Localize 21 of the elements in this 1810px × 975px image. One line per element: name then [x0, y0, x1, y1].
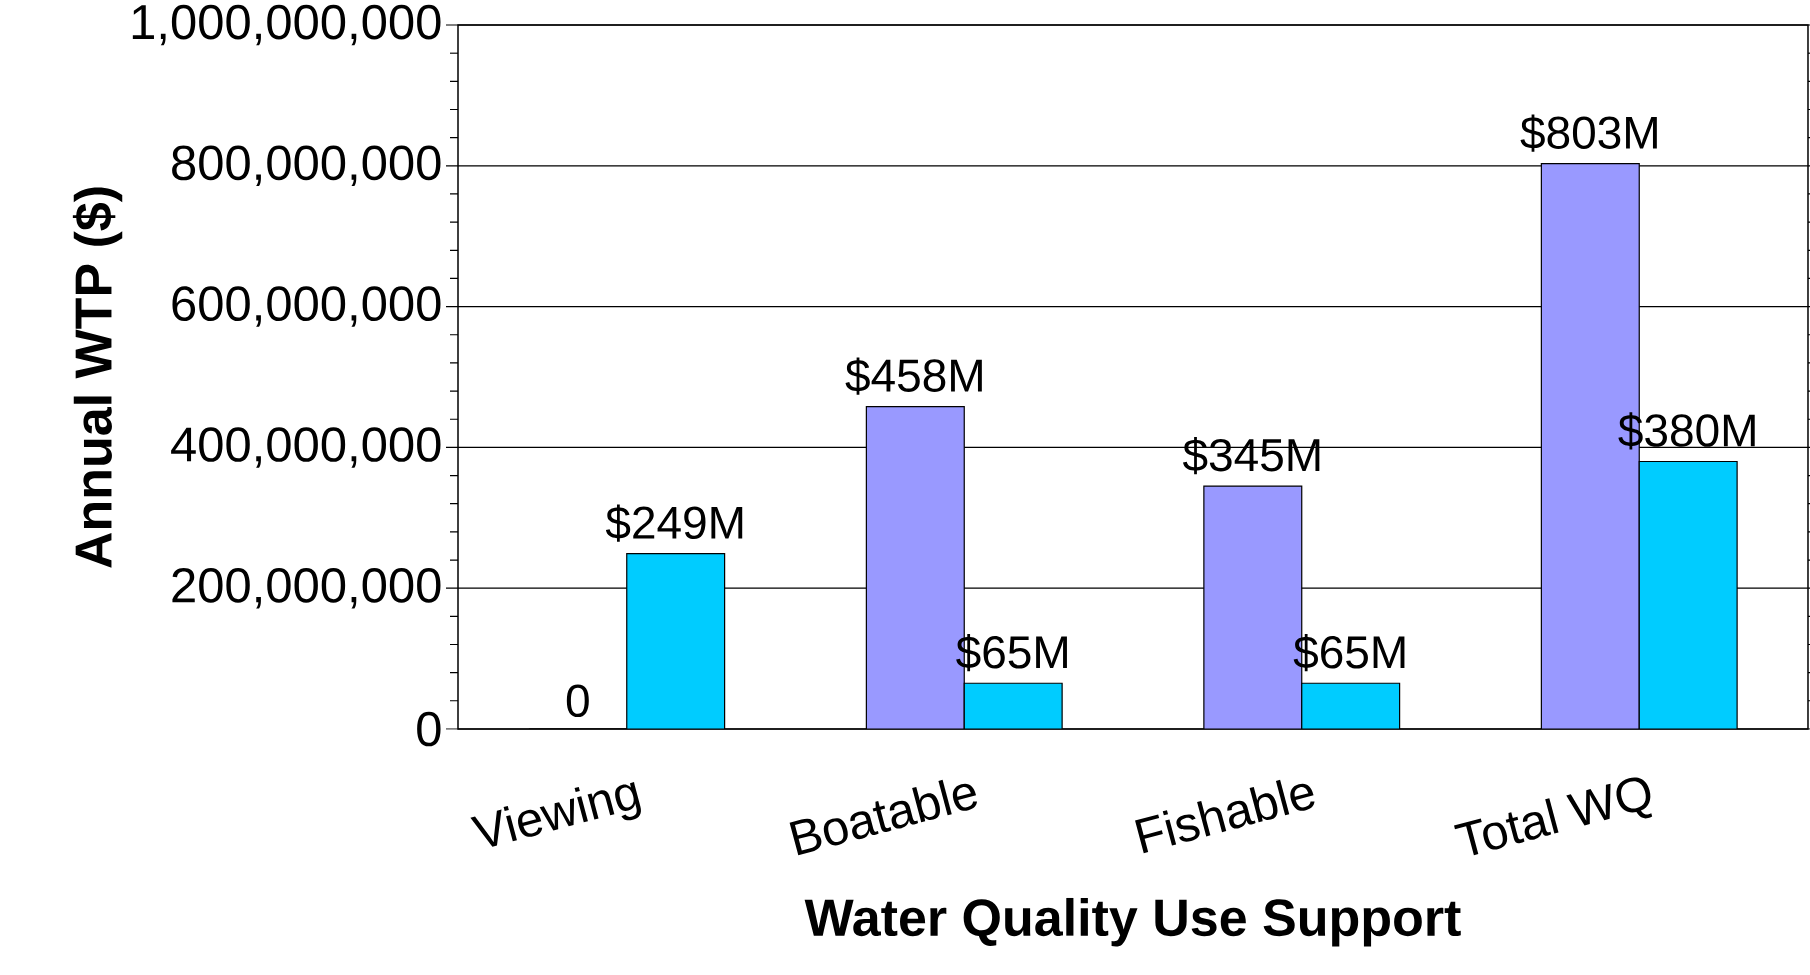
data-label: $345M: [1182, 436, 1320, 475]
y-axis-title: Annual WTP ($): [72, 187, 123, 568]
x-tick-label: Viewing: [470, 782, 641, 847]
y-tick-label: 600,000,000: [172, 286, 441, 327]
data-label: $249M: [605, 504, 743, 542]
y-tick-label: 400,000,000: [171, 427, 441, 468]
x-axis-title: Water Quality Use Support: [804, 897, 1461, 947]
data-label: 0: [566, 684, 589, 718]
x-tick-label: Total WQ: [1454, 777, 1653, 856]
bar: [626, 553, 726, 729]
y-tick-label: 1,000,000,000: [132, 4, 441, 46]
x-tick-label: Boatable: [789, 779, 978, 856]
bar: [1301, 682, 1401, 729]
y-tick-label: 800,000,000: [172, 145, 441, 187]
y-tick-label: 0: [417, 711, 441, 747]
data-label: $803M: [1520, 114, 1657, 152]
x-tick-label: Fishable: [1135, 779, 1315, 854]
y-tick-label: 200,000,000: [172, 567, 441, 609]
bar: [1638, 460, 1738, 729]
bar: [963, 682, 1063, 729]
data-label: $458M: [845, 357, 982, 395]
